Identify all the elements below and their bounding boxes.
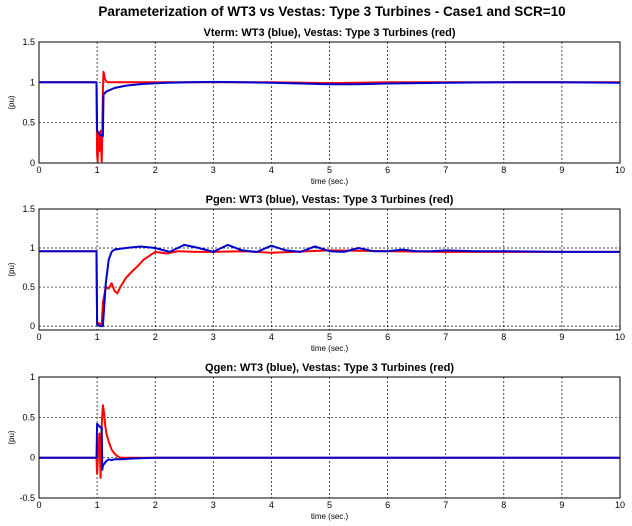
figure-title: Parameterization of WT3 vs Vestas: Type … bbox=[98, 4, 565, 19]
y-axis-label: (pu) bbox=[7, 430, 16, 445]
x-tick-label: 7 bbox=[443, 500, 448, 510]
x-tick-label: 5 bbox=[327, 500, 332, 510]
panel-title: Pgen: WT3 (blue), Vestas: Type 3 Turbine… bbox=[206, 194, 454, 206]
x-tick-label: 4 bbox=[269, 332, 274, 342]
panel-title: Qgen: WT3 (blue), Vestas: Type 3 Turbine… bbox=[205, 362, 454, 374]
x-tick-label: 9 bbox=[559, 165, 564, 175]
y-axis-label: (pu) bbox=[7, 262, 16, 277]
x-tick-label: 2 bbox=[153, 165, 158, 175]
x-tick-label: 0 bbox=[36, 332, 41, 342]
x-tick-label: 1 bbox=[95, 332, 100, 342]
x-axis-label: time (sec.) bbox=[311, 344, 349, 353]
x-tick-label: 10 bbox=[615, 165, 625, 175]
x-tick-label: 1 bbox=[95, 500, 100, 510]
x-tick-label: 8 bbox=[501, 500, 506, 510]
x-tick-label: 10 bbox=[615, 332, 625, 342]
series-line-red bbox=[39, 404, 620, 479]
x-axis-label: time (sec.) bbox=[311, 512, 349, 521]
x-tick-label: 2 bbox=[153, 500, 158, 510]
chart-panel-3: Qgen: WT3 (blue), Vestas: Type 3 Turbine… bbox=[7, 362, 625, 521]
x-tick-label: 4 bbox=[269, 165, 274, 175]
x-tick-label: 10 bbox=[615, 500, 625, 510]
y-tick-label: 0.5 bbox=[22, 282, 35, 292]
x-tick-label: 2 bbox=[153, 332, 158, 342]
y-tick-label: 1 bbox=[30, 77, 35, 87]
y-tick-label: 1.5 bbox=[22, 204, 35, 214]
x-tick-label: 3 bbox=[211, 165, 216, 175]
series-line-blue bbox=[39, 243, 620, 328]
x-tick-label: 6 bbox=[385, 332, 390, 342]
x-tick-label: 6 bbox=[385, 500, 390, 510]
y-tick-label: 0.5 bbox=[22, 412, 35, 422]
series-line-red bbox=[39, 70, 620, 163]
x-tick-label: 7 bbox=[443, 332, 448, 342]
y-tick-label: 1 bbox=[30, 243, 35, 253]
x-tick-label: 3 bbox=[211, 500, 216, 510]
series-line-blue bbox=[39, 422, 620, 471]
y-axis-label: (pu) bbox=[7, 95, 16, 110]
panel-title: Vterm: WT3 (blue), Vestas: Type 3 Turbin… bbox=[203, 27, 455, 39]
y-tick-label: 0 bbox=[30, 321, 35, 331]
chart-panel-2: Pgen: WT3 (blue), Vestas: Type 3 Turbine… bbox=[7, 194, 625, 353]
y-tick-label: 1 bbox=[30, 372, 35, 382]
x-tick-label: 6 bbox=[385, 165, 390, 175]
x-tick-label: 3 bbox=[211, 332, 216, 342]
y-tick-label: 0.5 bbox=[22, 118, 35, 128]
y-tick-label: -0.5 bbox=[19, 493, 35, 503]
x-tick-label: 8 bbox=[501, 165, 506, 175]
y-tick-label: 0 bbox=[30, 453, 35, 463]
x-tick-label: 7 bbox=[443, 165, 448, 175]
x-tick-label: 0 bbox=[36, 165, 41, 175]
x-tick-label: 8 bbox=[501, 332, 506, 342]
x-tick-label: 9 bbox=[559, 500, 564, 510]
x-tick-label: 4 bbox=[269, 500, 274, 510]
y-tick-label: 1.5 bbox=[22, 37, 35, 47]
x-tick-label: 0 bbox=[36, 500, 41, 510]
y-tick-label: 0 bbox=[30, 158, 35, 168]
chart-panel-1: Vterm: WT3 (blue), Vestas: Type 3 Turbin… bbox=[7, 27, 625, 186]
series-line-blue bbox=[39, 80, 621, 138]
x-tick-label: 1 bbox=[95, 165, 100, 175]
x-axis-label: time (sec.) bbox=[311, 177, 349, 186]
x-tick-label: 5 bbox=[327, 332, 332, 342]
x-tick-label: 5 bbox=[327, 165, 332, 175]
x-tick-label: 9 bbox=[559, 332, 564, 342]
